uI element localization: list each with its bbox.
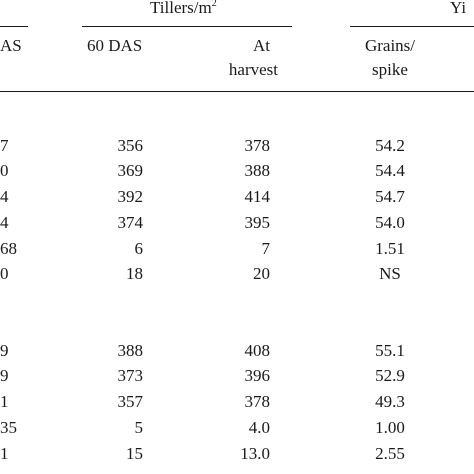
cell-col1: 357 [117, 392, 144, 411]
cell-col3: 55.1 [375, 341, 405, 360]
cell-col2: 4.0 [248, 418, 270, 437]
cell-col1: 374 [117, 213, 144, 232]
table-row: 4 374 395 54.0 [0, 213, 474, 235]
cell-col2: 7 [261, 239, 271, 258]
cell-col0: 1 [0, 444, 9, 463]
col2-header-line1: At [253, 36, 270, 55]
yield-group-header: Yi [450, 0, 467, 17]
cell-col0: 1 [0, 392, 9, 411]
table-row: 35 5 4.0 1.00 [0, 418, 474, 440]
cell-col2: 414 [244, 187, 271, 206]
cell-col0: 4 [0, 213, 9, 232]
cell-col3: NS [379, 264, 401, 283]
cell-col2: 396 [244, 366, 271, 385]
cell-col2: 13.0 [240, 444, 270, 463]
table-row: 9 388 408 55.1 [0, 341, 474, 363]
cell-col1: 369 [117, 161, 144, 180]
cell-col3: 1.00 [375, 418, 405, 437]
cell-col3: 54.0 [375, 213, 405, 232]
tillers-superscript: 2 [211, 0, 217, 9]
cell-col0: 0 [0, 264, 9, 283]
table-row: 0 18 20 NS [0, 264, 474, 286]
col3-header-line1: Grains/ [364, 36, 416, 55]
tillers-group-header: Tillers/m2 [150, 0, 217, 17]
col1-header: 60 DAS [87, 36, 143, 55]
header-rule-yield [350, 26, 474, 27]
header-rule-col0 [0, 26, 28, 27]
cell-col1: 388 [117, 341, 144, 360]
table-row: 1 357 378 49.3 [0, 392, 474, 414]
cell-col1: 15 [126, 444, 143, 463]
cell-col1: 392 [117, 187, 144, 206]
cell-col1: 373 [117, 366, 144, 385]
table-row: 1 15 13.0 2.55 [0, 444, 474, 466]
table-row: 7 356 378 54.2 [0, 136, 474, 158]
cell-col3: 54.7 [375, 187, 405, 206]
cell-col3: 49.3 [375, 392, 405, 411]
cell-col2: 395 [244, 213, 271, 232]
cell-col3: 54.4 [375, 161, 405, 180]
cell-col0: 9 [0, 366, 9, 385]
header-bottom-rule [0, 91, 474, 92]
cell-col0: 0 [0, 161, 9, 180]
col0-header: AS [0, 36, 22, 55]
cell-col2: 378 [244, 136, 271, 155]
cell-col2: 388 [244, 161, 271, 180]
cell-col1: 6 [134, 239, 144, 258]
table-row: 68 6 7 1.51 [0, 239, 474, 261]
cell-col1: 18 [126, 264, 143, 283]
cell-col0: 4 [0, 187, 9, 206]
cell-col2: 378 [244, 392, 271, 411]
cell-col3: 52.9 [375, 366, 405, 385]
cell-col2: 20 [253, 264, 270, 283]
cell-col0: 9 [0, 341, 9, 360]
cell-col2: 408 [244, 341, 271, 360]
cell-col0: 35 [0, 418, 17, 437]
col2-header-line2: harvest [228, 60, 278, 79]
header-rule-tillers [82, 26, 292, 27]
cell-col0: 7 [0, 136, 9, 155]
cell-col1: 5 [134, 418, 144, 437]
cell-col3: 1.51 [375, 239, 405, 258]
table-row: 0 369 388 54.4 [0, 161, 474, 183]
col3-header-line2: spike [372, 60, 408, 79]
cell-col1: 356 [117, 136, 144, 155]
cell-col3: 54.2 [375, 136, 405, 155]
cell-col0: 68 [0, 239, 17, 258]
cell-col3: 2.55 [375, 444, 405, 463]
table-row: 9 373 396 52.9 [0, 366, 474, 388]
table-row: 4 392 414 54.7 [0, 187, 474, 209]
